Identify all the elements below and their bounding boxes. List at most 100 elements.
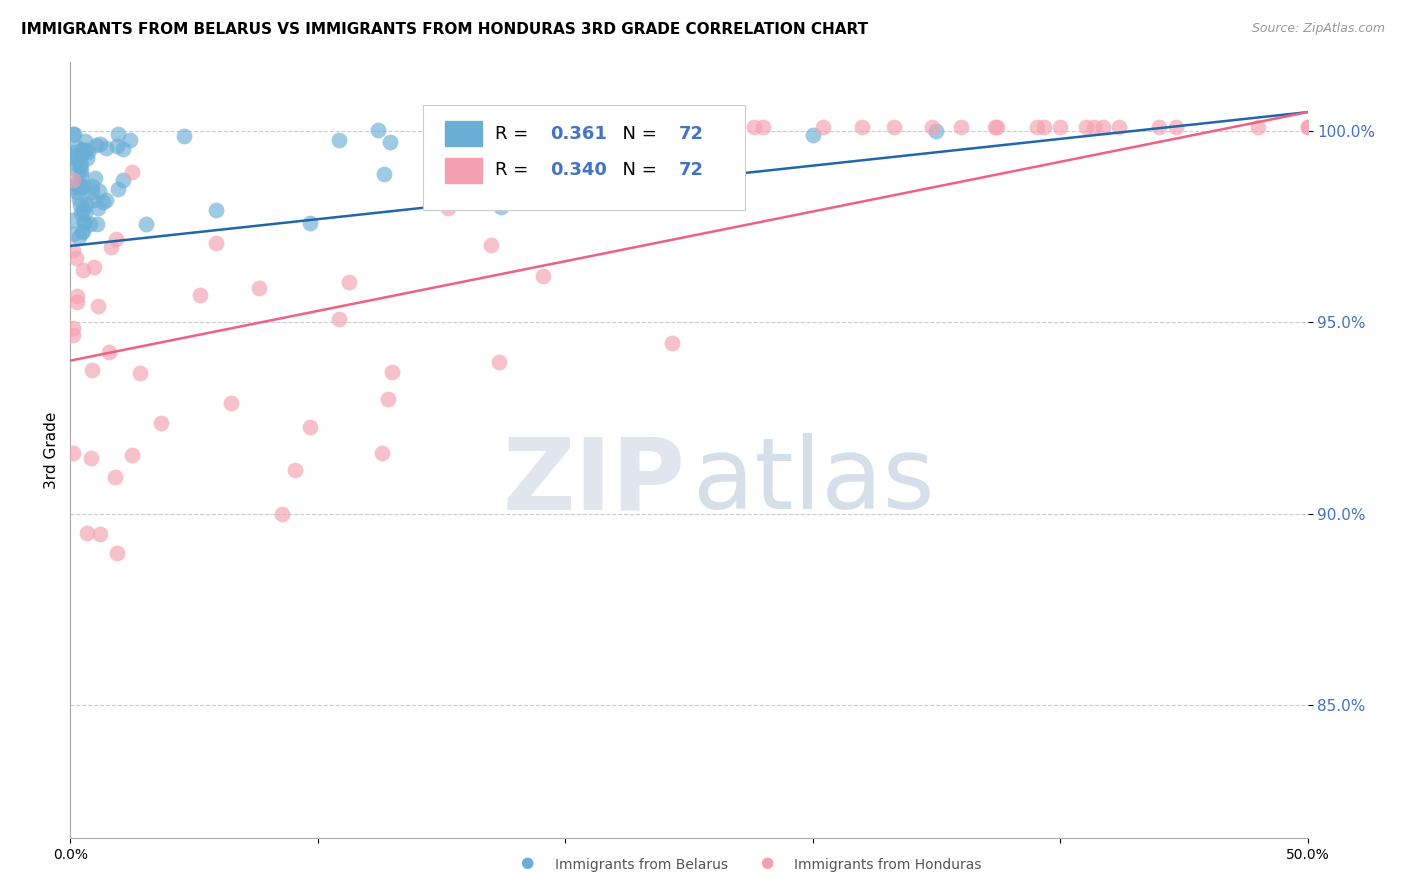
Point — [1025, 120, 1047, 135]
Point — [65, 252, 87, 266]
Text: 72: 72 — [679, 161, 704, 179]
Point — [337, 275, 360, 289]
FancyBboxPatch shape — [423, 105, 745, 210]
Point — [367, 123, 389, 137]
Point — [1108, 120, 1130, 135]
Point — [72, 263, 94, 277]
Point — [219, 395, 242, 409]
Point — [75, 143, 97, 157]
Point — [84, 171, 107, 186]
Point — [107, 181, 129, 195]
Point — [150, 417, 173, 431]
Point — [1296, 120, 1319, 135]
Point — [66, 165, 89, 179]
Point — [1147, 120, 1170, 135]
Point — [83, 260, 105, 275]
Y-axis label: 3rd Grade: 3rd Grade — [44, 412, 59, 489]
Point — [103, 469, 125, 483]
Point — [62, 327, 84, 342]
Point — [87, 299, 110, 313]
Point — [1247, 120, 1270, 135]
Point — [72, 224, 94, 238]
Point — [105, 232, 128, 246]
Point — [72, 143, 94, 157]
Text: atlas: atlas — [693, 433, 934, 530]
Point — [98, 344, 121, 359]
Point — [76, 151, 98, 165]
Point — [62, 149, 84, 163]
Point — [801, 128, 824, 142]
Point — [813, 120, 835, 135]
Point — [62, 127, 84, 141]
Point — [73, 180, 96, 194]
Point — [70, 164, 93, 178]
Text: Immigrants from Honduras: Immigrants from Honduras — [794, 858, 981, 872]
Point — [1164, 120, 1187, 135]
Point — [921, 120, 943, 135]
Point — [62, 213, 84, 227]
Point — [661, 335, 683, 350]
Point — [485, 140, 508, 154]
Point — [79, 217, 101, 231]
Point — [75, 197, 97, 211]
Text: ●: ● — [520, 855, 534, 870]
Point — [66, 140, 89, 154]
Point — [111, 142, 134, 156]
Point — [66, 289, 89, 303]
Point — [107, 546, 129, 560]
FancyBboxPatch shape — [446, 121, 482, 146]
Point — [205, 202, 228, 217]
Point — [478, 120, 501, 135]
Point — [652, 166, 675, 180]
Point — [284, 463, 307, 477]
Point — [65, 178, 87, 192]
Point — [118, 133, 141, 147]
Point — [1092, 120, 1115, 135]
FancyBboxPatch shape — [446, 158, 482, 183]
Point — [70, 158, 93, 172]
Text: 0.361: 0.361 — [550, 125, 607, 143]
Text: Source: ZipAtlas.com: Source: ZipAtlas.com — [1251, 22, 1385, 36]
Point — [135, 217, 157, 231]
Point — [72, 225, 94, 239]
Text: R =: R = — [495, 125, 534, 143]
Point — [1049, 120, 1071, 135]
Point — [66, 295, 89, 310]
Point — [112, 173, 135, 187]
Point — [742, 120, 765, 135]
Point — [488, 355, 510, 369]
Text: Immigrants from Belarus: Immigrants from Belarus — [555, 858, 728, 872]
Text: N =: N = — [612, 125, 662, 143]
Point — [77, 145, 100, 159]
Point — [128, 366, 150, 380]
Point — [96, 141, 118, 155]
Text: R =: R = — [495, 161, 534, 179]
Text: IMMIGRANTS FROM BELARUS VS IMMIGRANTS FROM HONDURAS 3RD GRADE CORRELATION CHART: IMMIGRANTS FROM BELARUS VS IMMIGRANTS FR… — [21, 22, 869, 37]
Point — [67, 192, 90, 206]
Point — [645, 120, 668, 135]
Point — [62, 446, 84, 460]
Point — [505, 128, 527, 142]
Point — [378, 135, 401, 149]
Point — [82, 178, 104, 193]
Point — [883, 120, 905, 135]
Point — [73, 134, 96, 148]
Point — [62, 320, 84, 334]
Point — [76, 526, 98, 541]
Point — [579, 120, 602, 135]
Point — [107, 127, 129, 141]
Point — [65, 156, 87, 170]
Point — [1083, 120, 1105, 135]
Point — [63, 152, 86, 166]
Point — [436, 201, 458, 215]
Point — [69, 198, 91, 212]
Point — [983, 120, 1005, 135]
Point — [66, 186, 89, 200]
Text: ZIP: ZIP — [502, 433, 685, 530]
Point — [1296, 120, 1319, 135]
Point — [70, 178, 93, 193]
Point — [373, 167, 395, 181]
Point — [73, 206, 96, 220]
Point — [271, 508, 294, 522]
Text: 72: 72 — [679, 125, 704, 143]
